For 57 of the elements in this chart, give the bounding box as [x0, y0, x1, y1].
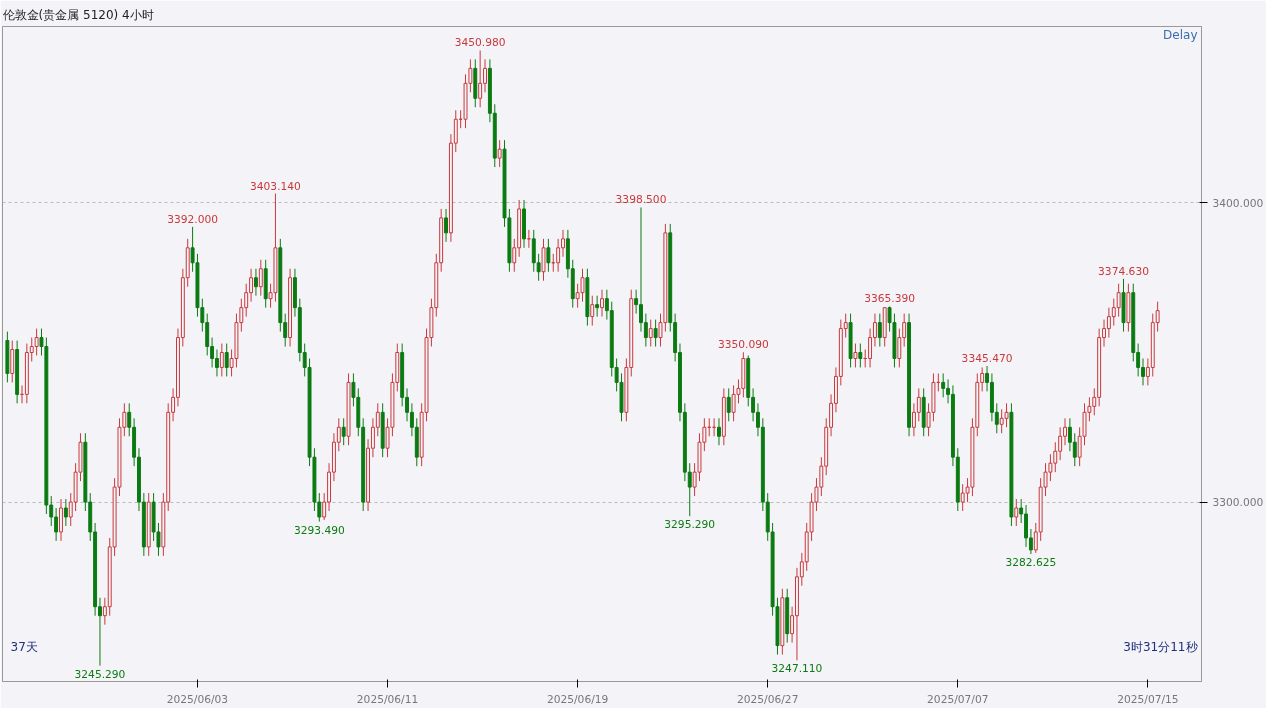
- candlestick: [541, 238, 546, 282]
- text: 3365.390: [864, 292, 915, 306]
- candlestick: [10, 340, 15, 383]
- candlestick: [224, 343, 229, 377]
- candlestick: [63, 498, 68, 527]
- text: 3450.980: [454, 36, 506, 50]
- y-tick-label: 3400.000: [1212, 196, 1264, 210]
- x-tick-label: 2025/06/19: [546, 692, 609, 706]
- candlestick: [877, 313, 882, 348]
- candlestick: [717, 417, 721, 446]
- candlestick: [726, 387, 731, 422]
- x-tick-label: 2025/06/03: [166, 692, 229, 706]
- x-tick-label: 2025/07/15: [1117, 692, 1179, 706]
- text: 3392.000: [167, 212, 219, 226]
- candlestick: [556, 238, 561, 273]
- candlestick: [444, 208, 448, 243]
- candlestick: [648, 319, 653, 348]
- candlestick: [858, 343, 863, 368]
- text: 3282.625: [1005, 556, 1057, 570]
- candlestick: [478, 49, 483, 108]
- annotation: 3时31分11秒: [1123, 639, 1198, 654]
- text: 3245.290: [74, 667, 126, 681]
- candlestick: [941, 372, 946, 398]
- candlestick: [546, 238, 551, 273]
- candlestick: [653, 319, 658, 348]
- text: 3293.490: [293, 523, 345, 537]
- text: 3295.290: [664, 518, 716, 532]
- candlestick: [1116, 283, 1121, 318]
- candlestick: [853, 343, 858, 368]
- candlestick: [595, 295, 600, 318]
- annotation: 37天: [10, 639, 38, 654]
- candlestick: [1014, 498, 1019, 527]
- text: 3374.630: [1098, 264, 1149, 278]
- text: 3345.470: [961, 352, 1013, 366]
- candlestick: [1004, 402, 1009, 428]
- candlestick: [590, 295, 595, 327]
- candlestick: [219, 343, 224, 377]
- candlestick: [341, 417, 346, 446]
- candlestick: [34, 328, 39, 356]
- candlestick: [253, 268, 258, 297]
- x-tick-label: 2025/06/11: [356, 692, 419, 706]
- candlestick: [214, 349, 219, 377]
- candlestick: [580, 268, 585, 303]
- text: 3398.500: [615, 193, 667, 207]
- text: 3247.110: [771, 662, 823, 676]
- text: 3350.090: [717, 338, 769, 352]
- candlestick: [497, 139, 502, 168]
- candlestick: [59, 498, 63, 542]
- text: 3403.140: [250, 179, 301, 193]
- x-tick-label: 2025/07/07: [927, 692, 989, 706]
- chart-title: 伦敦金(贵金属 5120) 4小时: [2, 7, 154, 22]
- x-tick-label: 2025/06/27: [737, 692, 799, 706]
- candlestick: [258, 259, 263, 297]
- text: Delay: [1163, 27, 1198, 42]
- candlestick: [526, 229, 531, 249]
- y-tick-label: 3300.000: [1212, 496, 1264, 510]
- candlestick: [600, 289, 604, 318]
